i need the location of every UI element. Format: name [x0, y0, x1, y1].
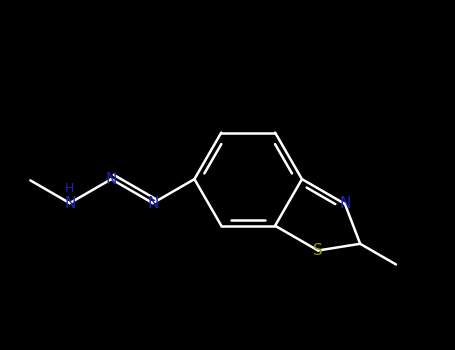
Text: H: H [65, 182, 75, 195]
Text: N: N [147, 196, 158, 211]
Text: N: N [64, 196, 76, 211]
Text: S: S [313, 243, 323, 258]
Text: N: N [106, 172, 117, 187]
Text: N: N [339, 196, 351, 211]
